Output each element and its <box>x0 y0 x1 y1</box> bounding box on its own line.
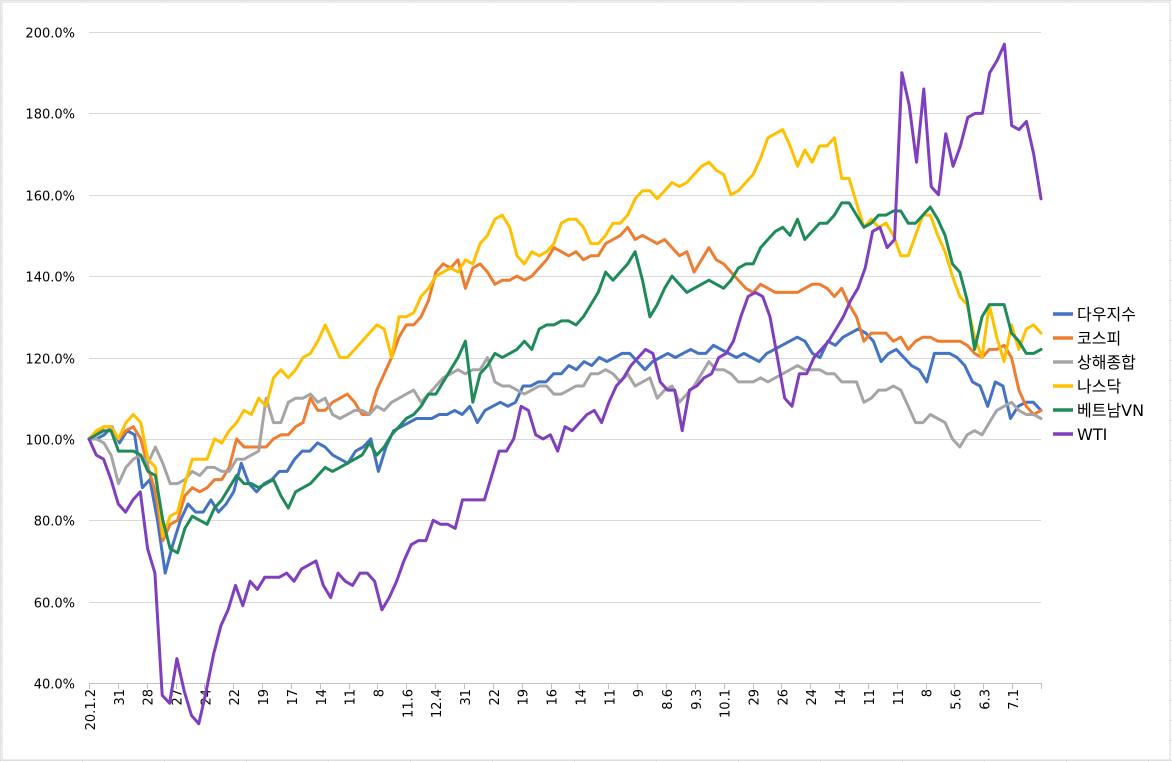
x-tick-label: 5.6 <box>949 689 964 710</box>
x-tick-label: 19 <box>517 689 532 706</box>
x-tick-label: 27 <box>171 689 186 706</box>
series-lines <box>87 42 1043 726</box>
y-tick-label: 200.0% <box>25 27 75 42</box>
x-tick-label: 31 <box>113 689 128 706</box>
legend-label: 코스피 <box>1077 329 1121 348</box>
y-tick-label: 80.0% <box>34 515 75 530</box>
y-tick-label: 40.0% <box>34 678 75 693</box>
x-tick-label: 31 <box>459 689 474 706</box>
x-tick-label: 14 <box>574 689 589 706</box>
series-line <box>87 225 1043 543</box>
x-tick-label: 10.1 <box>719 689 734 718</box>
x-tick-label: 11.6 <box>401 689 416 718</box>
y-tick-label: 100.0% <box>25 434 75 449</box>
x-tick-label: 11 <box>863 689 878 706</box>
x-tick-label: 8 <box>372 689 387 697</box>
x-tick-label: 19 <box>257 689 272 706</box>
x-axis: 20.1.2 31 28 27 24 22 19 17 14 11 8 11.6 12.4 31 22 19 1… <box>84 683 1042 730</box>
x-tick-label: 11 <box>344 689 359 706</box>
y-tick-label: 60.0% <box>34 597 75 612</box>
y-tick-label: 140.0% <box>25 271 75 286</box>
series-line <box>87 128 1043 538</box>
series-line <box>87 327 1043 575</box>
series-line <box>87 201 1043 555</box>
x-tick-label: 29 <box>748 689 763 706</box>
series-line <box>87 42 1043 726</box>
x-tick-label: 28 <box>142 689 157 706</box>
y-tick-label: 120.0% <box>25 353 75 368</box>
y-axis: 40.0% 60.0% 80.0% 100.0% 120.0% 140.0% 160.0% 1… <box>25 27 75 693</box>
x-tick-label: 14 <box>834 689 849 706</box>
x-tick-label: 20.1.2 <box>84 689 99 730</box>
x-tick-label: 7.1 <box>1007 689 1022 710</box>
x-tick-label: 22 <box>488 689 503 706</box>
x-tick-label: 14 <box>315 689 330 706</box>
y-tick-label: 160.0% <box>25 190 75 205</box>
x-tick-label: 22 <box>228 689 243 706</box>
x-tick-label: 12.4 <box>430 689 445 718</box>
x-tick-label: 11 <box>603 689 618 706</box>
x-tick-label: 8 <box>921 689 936 697</box>
legend-label: 상해종합 <box>1077 353 1136 372</box>
x-tick-label: 26 <box>776 689 791 706</box>
legend-label: 베트남VN <box>1077 401 1144 420</box>
x-tick-label: 9.3 <box>690 689 705 710</box>
y-tick-label: 180.0% <box>25 108 75 123</box>
x-tick-label: 8.6 <box>661 689 676 710</box>
x-tick-label: 11 <box>892 689 907 706</box>
legend-label: 나스닥 <box>1077 377 1121 396</box>
x-tick-label: 9 <box>632 689 647 697</box>
legend-label: WTI <box>1077 425 1107 444</box>
legend-label: 다우지수 <box>1077 305 1136 324</box>
x-tick-label: 24 <box>805 689 820 706</box>
series-line <box>87 356 1043 486</box>
x-tick-label: 6.3 <box>978 689 993 710</box>
x-tick-label: 17 <box>286 689 301 706</box>
x-tick-label: 16 <box>546 689 561 706</box>
